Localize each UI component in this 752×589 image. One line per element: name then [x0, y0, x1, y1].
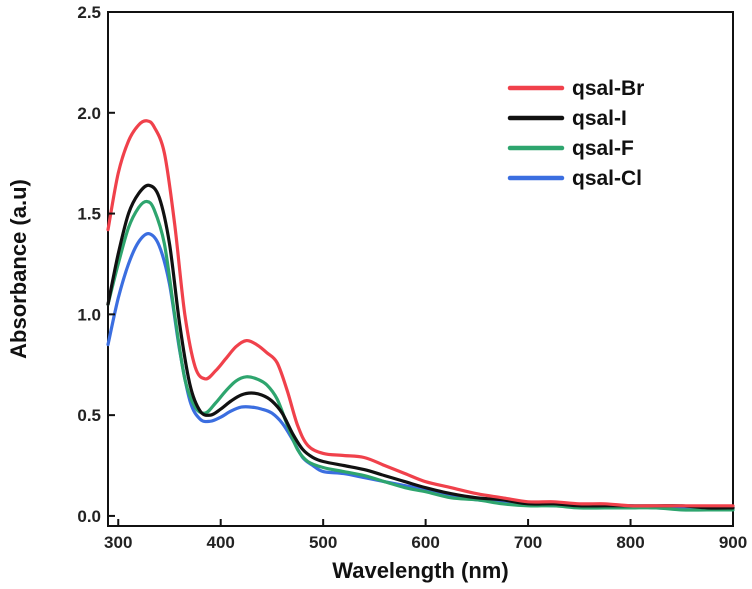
plot-frame [107, 11, 734, 527]
legend: qsal-Br qsal-I qsal-F qsal-Cl [507, 77, 644, 190]
series-line-qsal-i [106, 183, 735, 510]
x-axis: 300 400 500 600 700 800 900 [104, 519, 747, 552]
series-line-qsal-f [106, 199, 735, 512]
y-tick-label: 1.0 [77, 305, 101, 324]
series-line-qsal-br [106, 119, 735, 508]
y-axis-title: Absorbance (a.u) [6, 179, 31, 359]
legend-label-qsal-cl: qsal-Cl [572, 167, 642, 190]
legend-label-qsal-br: qsal-Br [572, 77, 644, 100]
x-tick-label: 700 [514, 533, 542, 552]
x-tick-label: 500 [309, 533, 337, 552]
legend-label-qsal-f: qsal-F [572, 137, 634, 160]
y-tick-label: 0.0 [77, 507, 101, 526]
y-tick-label: 2.5 [77, 3, 101, 22]
y-tick-label: 1.5 [77, 205, 101, 224]
y-tick-label: 0.5 [77, 406, 101, 425]
legend-label-qsal-i: qsal-I [572, 107, 627, 130]
x-tick-label: 600 [411, 533, 439, 552]
series-line-qsal-cl [106, 232, 735, 510]
x-tick-label: 400 [207, 533, 235, 552]
series-layer [106, 119, 735, 512]
y-tick-label: 2.0 [77, 104, 101, 123]
y-axis: 0.0 0.5 1.0 1.5 2.0 2.5 [77, 3, 115, 526]
x-tick-label: 800 [616, 533, 644, 552]
x-axis-title: Wavelength (nm) [332, 558, 508, 583]
x-tick-label: 900 [719, 533, 747, 552]
plot-area: 300 400 500 600 700 800 900 0.0 0.5 1.0 1.5 2.0 2.5 [77, 3, 747, 552]
x-tick-label: 300 [104, 533, 132, 552]
